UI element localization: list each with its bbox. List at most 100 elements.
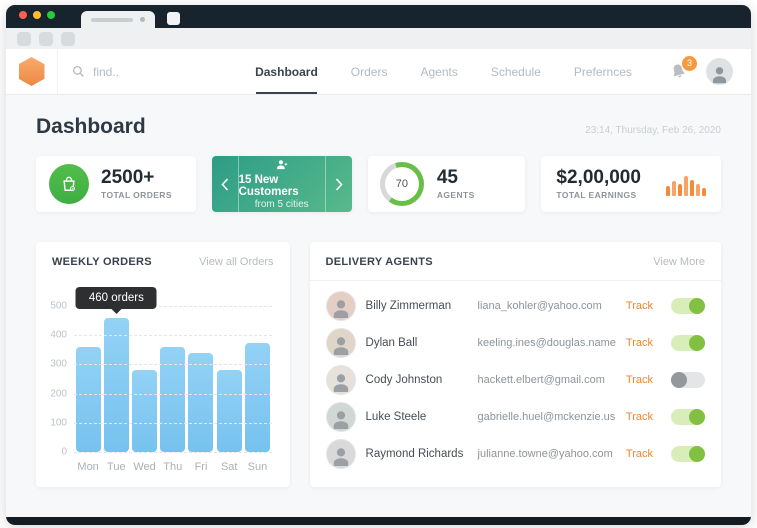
bar[interactable] (160, 346, 186, 452)
mini-bar-chart-icon (666, 172, 707, 196)
app-navbar: DashboardOrdersAgentsSchedulePrefernces … (6, 49, 751, 95)
nav-item-dashboard[interactable]: Dashboard (255, 49, 318, 94)
chart-x-labels: Mon Tue Wed Thu Fri Sat Sun (74, 452, 276, 487)
track-toggle[interactable] (671, 371, 705, 388)
notifications-button[interactable]: 3 (669, 55, 697, 82)
y-axis-tick: 300 (50, 358, 67, 370)
agent-row: Raymond Richards julianne.towne@yahoo.com… (325, 435, 705, 472)
track-link[interactable]: Track (625, 447, 653, 460)
tab-close-icon[interactable] (140, 17, 145, 22)
chart-tooltip: 460 orders (75, 286, 157, 309)
window-close-icon[interactable] (19, 10, 27, 19)
shopping-bag-check-icon (49, 164, 89, 204)
window-maximize-icon[interactable] (47, 10, 55, 19)
bar[interactable] (103, 317, 129, 452)
nav-item-orders[interactable]: Orders (350, 64, 388, 79)
person-icon (712, 67, 727, 84)
toggle-knob (689, 297, 705, 314)
view-all-orders-link[interactable]: View all Orders (199, 256, 274, 268)
search-box[interactable] (58, 49, 218, 94)
carousel-prev-button[interactable] (212, 156, 238, 212)
total-earnings-value: $2,00,000 (556, 166, 641, 188)
total-orders-value: 2500+ (101, 166, 155, 188)
app-logo[interactable] (6, 49, 58, 94)
bar[interactable] (216, 370, 242, 452)
new-customers-title: 15 New Customers (238, 174, 299, 198)
agent-name: Cody Johnston (365, 373, 443, 386)
mini-bar (696, 184, 701, 196)
gridline (74, 335, 272, 337)
x-axis-label: Fri (194, 461, 208, 473)
agent-email: liana_kohler@yahoo.com (477, 299, 602, 312)
agent-rows: Billy Zimmerman liana_kohler@yahoo.com Tra… (310, 281, 721, 486)
track-link[interactable]: Track (625, 299, 653, 312)
stat-text: 45 AGENTS (436, 166, 475, 201)
y-axis-tick: 100 (50, 417, 67, 429)
person-icon (333, 410, 348, 429)
search-input[interactable] (93, 64, 204, 79)
nav-item-agents[interactable]: Agents (420, 64, 458, 79)
bar-column (130, 306, 158, 452)
gridline (74, 393, 272, 395)
panels-row: WEEKLY ORDERS View all Orders 0 100 200 300… (36, 242, 721, 487)
agent-email: gabrielle.huel@mckenzie.us (477, 410, 616, 423)
track-toggle[interactable] (671, 445, 705, 462)
carousel-next-button[interactable] (326, 156, 352, 212)
agent-row: Billy Zimmerman liana_kohler@yahoo.com Tra… (325, 287, 705, 324)
agents-label: AGENTS (436, 190, 475, 201)
bar[interactable] (188, 352, 214, 452)
chart-y-axis: 0 100 200 300 400 500 (44, 301, 74, 458)
window-bottom-edge (6, 517, 751, 525)
x-axis-label: Sun (247, 461, 268, 473)
timestamp: 23:14, Thursday, Feb 26, 2020 (585, 125, 721, 136)
bar[interactable] (244, 342, 270, 452)
track-toggle[interactable] (671, 297, 705, 314)
nav-item-prefernces[interactable]: Prefernces (573, 64, 632, 79)
track-link[interactable]: Track (625, 410, 653, 423)
bar-column (187, 306, 215, 452)
browser-titlebar (6, 5, 751, 28)
track-link[interactable]: Track (625, 373, 653, 386)
agent-avatar (325, 438, 356, 469)
new-tab-button[interactable] (167, 12, 180, 25)
mini-bar (684, 176, 689, 196)
track-toggle[interactable] (671, 334, 705, 351)
page-header: Dashboard 23:14, Thursday, Feb 26, 2020 (36, 115, 721, 139)
y-axis-tick: 400 (50, 329, 67, 341)
bar[interactable] (132, 370, 158, 452)
x-axis-label: Sat (220, 461, 238, 473)
user-avatar[interactable] (706, 58, 733, 85)
notification-badge: 3 (682, 55, 697, 71)
view-more-link[interactable]: View More (653, 256, 705, 268)
y-axis-tick: 200 (50, 388, 67, 400)
progress-ring-value: 70 (384, 167, 419, 201)
gridline (74, 452, 272, 453)
page-title: Dashboard (36, 115, 146, 138)
back-button[interactable] (17, 31, 31, 46)
y-axis-tick: 0 (61, 446, 67, 458)
track-toggle[interactable] (671, 408, 705, 425)
forward-button[interactable] (39, 31, 53, 46)
total-orders-label: TOTAL ORDERS (101, 190, 172, 201)
bar-column (215, 306, 243, 452)
browser-tab[interactable] (81, 11, 155, 28)
total-orders-card: 2500+ TOTAL ORDERS (36, 156, 196, 212)
agent-email: hackett.elbert@gmail.com (477, 373, 605, 386)
nav-menu: Dashboard Orders Agents Schedule Prefernces (218, 49, 669, 94)
dashboard-content: Dashboard 23:14, Thursday, Feb 26, 2020 … (6, 95, 751, 517)
reload-button[interactable] (61, 31, 75, 46)
track-link[interactable]: Track (625, 336, 653, 349)
x-axis-label: Wed (133, 461, 156, 473)
chevron-right-icon (335, 177, 343, 191)
agents-value: 45 (436, 166, 458, 188)
chevron-left-icon (220, 177, 228, 191)
hexagon-logo-icon (18, 57, 45, 86)
bell-icon (673, 63, 685, 77)
bar[interactable] (75, 346, 101, 452)
person-add-icon (277, 160, 288, 170)
gridline (74, 422, 272, 424)
chart-plot: 460 orders (74, 286, 276, 453)
window-minimize-icon[interactable] (33, 10, 41, 19)
nav-item-schedule[interactable]: Schedule (490, 64, 541, 79)
total-earnings-label: TOTAL EARNINGS (556, 190, 637, 201)
